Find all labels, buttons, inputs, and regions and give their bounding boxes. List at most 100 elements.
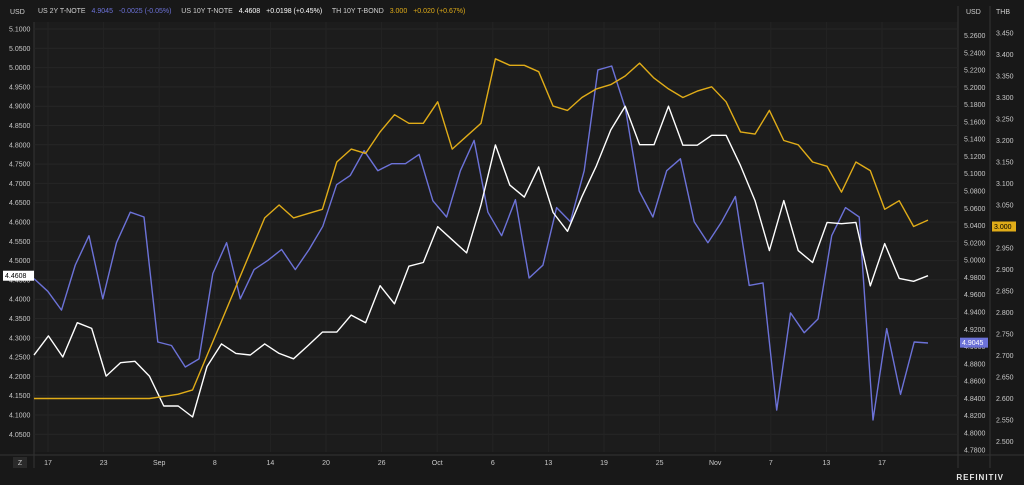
brand-logo: REFINITIV bbox=[956, 473, 1004, 482]
left-tick-label: 4.2000 bbox=[9, 374, 31, 381]
x-tick-label: 14 bbox=[267, 460, 275, 467]
x-tick-label: Sep bbox=[153, 460, 166, 467]
right-tick-label: 3.350 bbox=[996, 74, 1014, 81]
left-tick-label: 4.9500 bbox=[9, 84, 31, 91]
right-tick-label: 2.800 bbox=[996, 310, 1014, 317]
mid-tick-label: 5.2200 bbox=[964, 68, 986, 75]
left-tick-label: 4.3500 bbox=[9, 316, 31, 323]
series-line-1 bbox=[33, 105, 929, 418]
left-tick-label: 4.8000 bbox=[9, 142, 31, 149]
tag-th10: 3.000 bbox=[994, 224, 1012, 231]
mid-axis-unit: USD bbox=[966, 9, 981, 16]
left-tick-label: 4.5000 bbox=[9, 258, 31, 265]
left-axis-unit: USD bbox=[10, 9, 25, 16]
mid-tick-label: 5.0200 bbox=[964, 240, 986, 247]
mid-tick-label: 4.9800 bbox=[964, 275, 986, 282]
right-tick-label: 2.900 bbox=[996, 267, 1014, 274]
mid-tick-label: 5.1800 bbox=[964, 102, 986, 109]
x-tick-label: 25 bbox=[656, 460, 664, 467]
right-tick-label: 2.950 bbox=[996, 246, 1014, 253]
series-line-0 bbox=[33, 65, 929, 421]
right-tick-label: 3.100 bbox=[996, 181, 1014, 188]
mid-tick-label: 4.8800 bbox=[964, 361, 986, 368]
plot-area bbox=[34, 22, 958, 452]
mid-tick-label: 4.8400 bbox=[964, 396, 986, 403]
mid-tick-label: 5.1000 bbox=[964, 171, 986, 178]
x-tick-label: 13 bbox=[545, 460, 553, 467]
right-tick-label: 2.600 bbox=[996, 396, 1014, 403]
legend-th10-change: +0.020 (+0.67%) bbox=[413, 8, 466, 15]
left-tick-label: 5.1000 bbox=[9, 27, 31, 34]
legend-us2-value: 4.9045 bbox=[91, 8, 113, 15]
axis-ticks: 5.1000 5.0500 5.0000 4.9500 4.9000 4.8500 4.80… bbox=[9, 27, 1014, 468]
x-tick-label: Oct bbox=[432, 460, 443, 467]
left-tick-label: 4.7500 bbox=[9, 162, 31, 169]
left-tick-label: 4.1000 bbox=[9, 413, 31, 420]
right-tick-label: 2.550 bbox=[996, 418, 1014, 425]
mid-tick-label: 5.2600 bbox=[964, 33, 986, 40]
tag-th10-bg bbox=[992, 221, 1016, 232]
left-tick-label: 4.4000 bbox=[9, 297, 31, 304]
x-axis-corner bbox=[13, 457, 27, 468]
legend-us2-change: -0.0025 (-0.05%) bbox=[118, 8, 172, 15]
left-tick-label: 4.7000 bbox=[9, 181, 31, 188]
x-tick-label: 19 bbox=[600, 460, 608, 467]
chart-legend: US 2Y T-NOTE 4.9045 -0.0025 (-0.05%) US … bbox=[38, 8, 469, 15]
x-tick-label: 6 bbox=[491, 460, 495, 467]
mid-tick-label: 5.0400 bbox=[964, 223, 986, 230]
x-tick-label: Nov bbox=[709, 460, 722, 467]
right-tick-label: 3.050 bbox=[996, 203, 1014, 210]
x-tick-label: 17 bbox=[44, 460, 52, 467]
right-tick-label: 3.450 bbox=[996, 31, 1014, 38]
right-tick-label: 2.700 bbox=[996, 353, 1014, 360]
left-tick-label: 4.3000 bbox=[9, 335, 31, 342]
right-tick-label: 2.750 bbox=[996, 332, 1014, 339]
mid-tick-label: 5.0600 bbox=[964, 206, 986, 213]
left-tick-label: 4.8500 bbox=[9, 123, 31, 130]
right-tick-label: 3.200 bbox=[996, 138, 1014, 145]
mid-tick-label: 4.9400 bbox=[964, 309, 986, 316]
right-tick-label: 2.500 bbox=[996, 439, 1014, 446]
mid-tick-label: 4.8000 bbox=[964, 430, 986, 437]
x-tick-label: 7 bbox=[769, 460, 773, 467]
x-tick-label: 26 bbox=[378, 460, 386, 467]
mid-tick-label: 5.2000 bbox=[964, 85, 986, 92]
grid bbox=[34, 22, 958, 452]
series-lines bbox=[33, 58, 929, 421]
legend-us10-change: +0.0198 (+0.45%) bbox=[266, 8, 323, 15]
left-tick-label: 5.0500 bbox=[9, 46, 31, 53]
right-tick-label: 3.150 bbox=[996, 160, 1014, 167]
legend-th10-value: 3.000 bbox=[389, 8, 408, 15]
mid-tick-label: 5.0000 bbox=[964, 258, 986, 265]
mid-tick-label: 4.9200 bbox=[964, 327, 986, 334]
right-tick-label: 3.400 bbox=[996, 52, 1014, 59]
legend-us10-name: US 10Y T-NOTE bbox=[181, 8, 233, 15]
legend-us10-value: 4.4608 bbox=[238, 8, 261, 15]
x-tick-label: 13 bbox=[823, 460, 831, 467]
right-tick-label: 2.850 bbox=[996, 289, 1014, 296]
left-tick-label: 4.1500 bbox=[9, 393, 31, 400]
right-tick-label: 3.300 bbox=[996, 95, 1014, 102]
x-tick-label: 20 bbox=[322, 460, 330, 467]
legend-th10-name: TH 10Y T-BOND bbox=[331, 8, 384, 15]
tag-us2-bg bbox=[960, 337, 988, 348]
left-tick-label: 4.9000 bbox=[9, 104, 31, 111]
left-tick-label: 4.0500 bbox=[9, 432, 31, 439]
mid-tick-label: 5.1400 bbox=[964, 137, 986, 144]
x-axis-corner-label: Z bbox=[18, 460, 23, 467]
left-tick-label: 4.5500 bbox=[9, 239, 31, 246]
mid-tick-label: 4.8200 bbox=[964, 413, 986, 420]
left-tick-label: 4.6000 bbox=[9, 220, 31, 227]
x-tick-label: 17 bbox=[878, 460, 886, 467]
tag-us10-bg bbox=[3, 270, 34, 281]
current-value-tags: 4.4608 4.9045 3.000 bbox=[3, 221, 1016, 348]
mid-tick-label: 4.8600 bbox=[964, 379, 986, 386]
mid-tick-label: 5.1600 bbox=[964, 119, 986, 126]
x-tick-label: 8 bbox=[213, 460, 217, 467]
x-tick-label: 23 bbox=[100, 460, 108, 467]
mid-tick-label: 4.9600 bbox=[964, 292, 986, 299]
tag-us10: 4.4608 bbox=[5, 273, 27, 280]
series-line-2 bbox=[34, 58, 929, 400]
left-tick-label: 5.0000 bbox=[9, 65, 31, 72]
